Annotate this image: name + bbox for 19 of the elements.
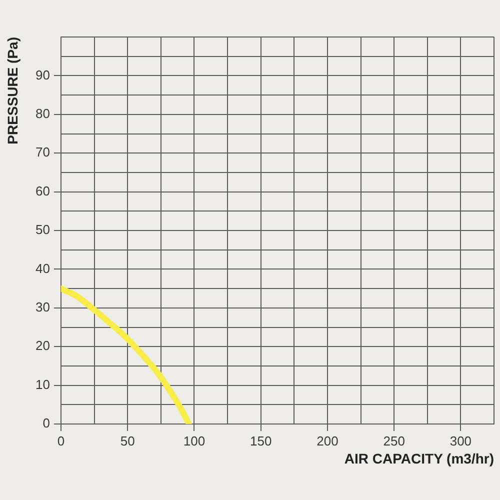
y-tick-label: 50 — [36, 222, 50, 238]
y-tick-label: 70 — [36, 144, 50, 160]
y-tick-label: 20 — [36, 338, 50, 354]
y-tick-label: 0 — [42, 416, 50, 431]
y-axis-title: PRESSURE (Pa) — [4, 37, 20, 144]
y-tick-label: 90 — [36, 67, 50, 82]
y-tick-label: 60 — [36, 183, 50, 198]
y-tick-label: 10 — [36, 376, 50, 392]
y-tick-label: 80 — [36, 106, 50, 121]
x-tick-label: 250 — [383, 433, 405, 448]
x-tick-label: 300 — [450, 433, 472, 448]
x-tick-label: 200 — [316, 433, 338, 448]
x-tick-label: 150 — [250, 433, 272, 448]
y-tick-label: 40 — [36, 260, 50, 276]
x-axis-title: AIR CAPACITY (m3/hr) — [344, 450, 494, 466]
x-tick-label: 0 — [57, 433, 65, 448]
y-tick-label: 30 — [36, 299, 50, 314]
x-tick-label: 50 — [120, 433, 135, 448]
x-tick-label: 100 — [183, 433, 206, 448]
